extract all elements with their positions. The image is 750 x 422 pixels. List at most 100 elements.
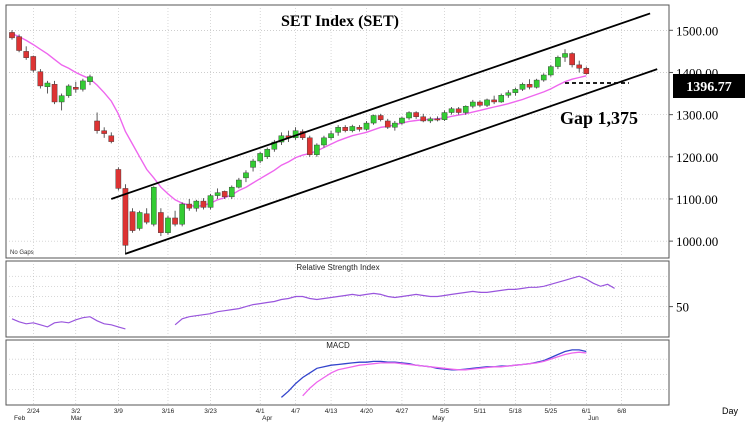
candle-body bbox=[583, 68, 590, 74]
candle-body bbox=[505, 92, 512, 96]
trend-channel bbox=[110, 12, 658, 255]
candle-body bbox=[569, 53, 575, 66]
candle-body bbox=[150, 186, 157, 225]
candle-body bbox=[377, 115, 384, 120]
candle-body bbox=[342, 127, 349, 131]
candle bbox=[314, 143, 320, 157]
candle-body bbox=[172, 217, 178, 225]
candle-body bbox=[65, 85, 72, 96]
month-tick-label: Jun bbox=[588, 415, 599, 422]
candle bbox=[16, 34, 22, 53]
date-tick-label: 3/9 bbox=[114, 408, 123, 415]
candle bbox=[129, 208, 136, 233]
candle bbox=[193, 199, 200, 212]
candle-body bbox=[427, 118, 434, 122]
rsi-line bbox=[11, 316, 126, 330]
month-tick-label: Apr bbox=[262, 415, 273, 422]
candle-body bbox=[548, 66, 554, 76]
candle-body bbox=[51, 84, 58, 103]
price-tick-label: 1000.00 bbox=[676, 234, 718, 249]
macd-series bbox=[280, 349, 587, 398]
candle-body bbox=[306, 137, 313, 155]
candle-body bbox=[214, 192, 221, 196]
price-tick-label: 1100.00 bbox=[676, 192, 718, 207]
candles bbox=[9, 30, 590, 255]
candle bbox=[335, 125, 341, 136]
candle-body bbox=[186, 203, 193, 209]
candle-body bbox=[73, 87, 79, 90]
candle-body bbox=[16, 36, 22, 51]
date-tick-label: 4/1 bbox=[256, 408, 265, 415]
candle bbox=[165, 215, 171, 235]
gap-annotation: Gap 1,375 bbox=[560, 108, 638, 128]
candle bbox=[115, 167, 122, 191]
candle bbox=[236, 177, 242, 189]
moving-average bbox=[11, 33, 587, 208]
date-tick-label: 5/11 bbox=[474, 408, 487, 415]
candle-body bbox=[200, 200, 207, 208]
candle-body bbox=[484, 99, 490, 106]
candle bbox=[512, 87, 519, 96]
candle bbox=[65, 84, 72, 98]
x-axis-end-label: Day bbox=[722, 406, 739, 416]
candle-body bbox=[356, 127, 363, 130]
date-tick-label: 6/1 bbox=[582, 408, 591, 415]
candle bbox=[377, 113, 384, 122]
candle bbox=[441, 110, 448, 121]
candle-body bbox=[477, 101, 483, 106]
candle-body bbox=[101, 130, 107, 134]
candle bbox=[555, 55, 561, 70]
channel-line-lower bbox=[125, 68, 658, 255]
macd-panel bbox=[5, 339, 670, 406]
candle-body bbox=[108, 135, 115, 142]
candle bbox=[172, 210, 178, 227]
candle-body bbox=[58, 95, 65, 103]
candle-body bbox=[462, 105, 469, 113]
date-tick-label: 4/27 bbox=[396, 408, 409, 415]
candle bbox=[392, 120, 398, 131]
candle bbox=[228, 185, 235, 199]
candle-body bbox=[470, 101, 476, 107]
candle bbox=[363, 120, 370, 131]
candle bbox=[207, 193, 214, 210]
candle-body bbox=[129, 211, 136, 231]
candle bbox=[519, 82, 526, 92]
candle-body bbox=[236, 179, 242, 188]
date-tick-label: 5/25 bbox=[545, 408, 558, 415]
candle bbox=[349, 124, 356, 133]
candle-body bbox=[136, 212, 143, 229]
candle bbox=[420, 113, 427, 123]
date-axis: 2/24 3/2 3/9 3/16 3/23 4/1 4/7 4/13 4/20 4/27 5/5 5… bbox=[14, 408, 627, 422]
candle-body bbox=[179, 203, 185, 225]
date-tick-label: 6/8 bbox=[617, 408, 626, 415]
candle bbox=[214, 188, 221, 199]
candle bbox=[477, 100, 483, 108]
candle bbox=[37, 69, 44, 89]
candle-body bbox=[335, 127, 341, 133]
candle-body bbox=[314, 144, 320, 155]
candle bbox=[186, 198, 193, 211]
price-tick-label: 1300.00 bbox=[676, 108, 718, 123]
macd-signal-line bbox=[302, 351, 587, 397]
candle-body bbox=[23, 51, 29, 58]
candle-body bbox=[540, 74, 547, 81]
candle-body bbox=[122, 188, 129, 246]
last-price-label: 1396.77 bbox=[686, 80, 732, 95]
price-axis: 1500.001400.001300.001200.001100.001000.… bbox=[669, 23, 718, 249]
candle bbox=[179, 202, 185, 227]
candle bbox=[250, 158, 256, 172]
grid-lines bbox=[6, 5, 669, 405]
chart-title: SET Index (SET) bbox=[281, 13, 399, 30]
candle-body bbox=[44, 82, 51, 88]
candle bbox=[484, 98, 490, 108]
candle-body bbox=[257, 153, 263, 162]
candle-body bbox=[526, 84, 533, 88]
candle bbox=[448, 107, 455, 115]
candle-body bbox=[576, 64, 582, 69]
candle bbox=[321, 135, 327, 148]
rsi-line bbox=[174, 275, 615, 326]
candle-body bbox=[328, 133, 334, 139]
candle bbox=[498, 93, 505, 103]
rsi-panel bbox=[5, 260, 670, 338]
